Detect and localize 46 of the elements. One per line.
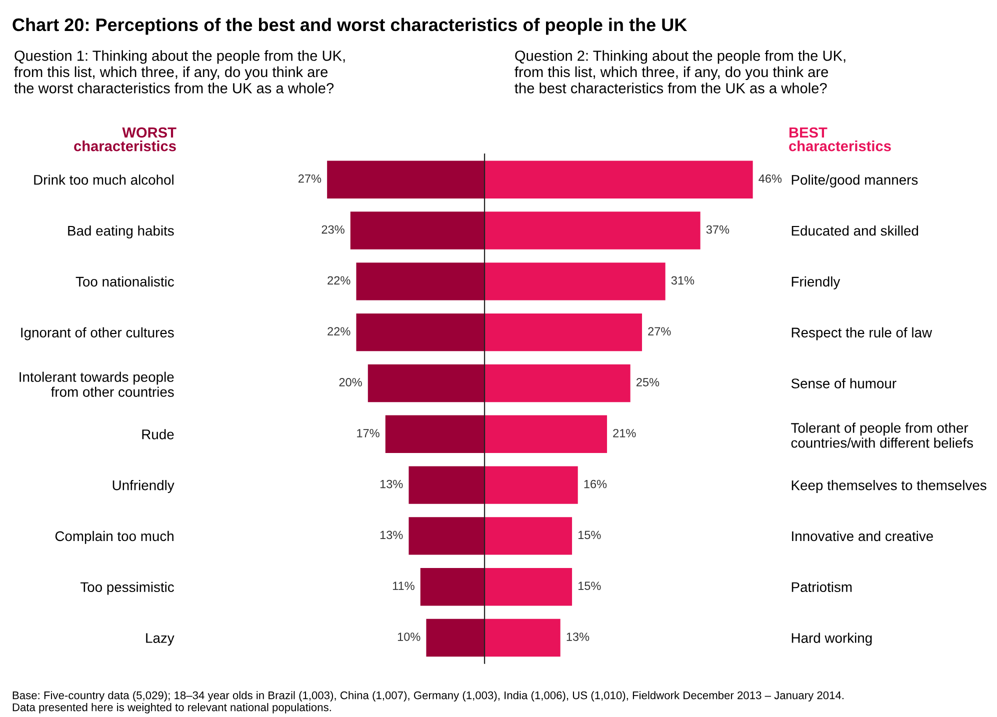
text: WORST characteristics xyxy=(74,127,176,152)
data-label: 20% xyxy=(339,378,362,386)
category-label: Respect the rule of law xyxy=(792,327,932,340)
data-label: 13% xyxy=(380,530,403,540)
category-label: Polite/good manners xyxy=(792,174,918,188)
data-label: 11% xyxy=(392,582,414,590)
category-label: Drink too much alcohol xyxy=(34,174,174,185)
data-label: 17% xyxy=(357,429,380,438)
category-label: Innovative and creative xyxy=(792,530,933,542)
chart-title: Chart 20: Perceptions of the best and worst characteristics of people in the UK xyxy=(12,18,688,35)
category-label: Complain too much xyxy=(55,530,174,544)
data-label: 37% xyxy=(706,225,730,234)
category-label: Friendly xyxy=(792,276,840,290)
category-label: Tolerant of people from other countries/with different beliefs xyxy=(791,422,973,448)
category-label: Lazy xyxy=(146,633,174,646)
category-label: Rude xyxy=(142,429,174,440)
category-label: Too pessimistic xyxy=(80,582,174,595)
data-label: 25% xyxy=(636,378,660,386)
data-label: 23% xyxy=(322,225,344,234)
chart-subtitle: Question 2: Thinking about the people from the UK, from this list, which three, if any, do you think are the best characteristics from the UK as a whole? xyxy=(514,50,846,94)
data-label: 27% xyxy=(648,327,671,336)
data-label: 22% xyxy=(328,276,350,285)
category-label: Ignorant of other cultures xyxy=(21,327,174,340)
category-label: Hard working xyxy=(792,632,872,646)
data-label: 31% xyxy=(671,276,694,285)
data-label: 13% xyxy=(380,480,403,488)
text: BEST characteristics xyxy=(789,127,891,152)
data-label: 22% xyxy=(328,327,350,336)
data-label: 15% xyxy=(578,582,601,590)
data-label: 27% xyxy=(298,174,322,183)
data-label: 15% xyxy=(578,530,601,540)
category-label: Educated and skilled xyxy=(792,225,918,236)
data-label: 46% xyxy=(758,174,782,183)
category-label: Unfriendly xyxy=(112,480,174,493)
category-label: Sense of humour xyxy=(791,378,896,388)
text: Question 1: Thinking about the people from the UK, from this list, which three, if any, do you think are the worst characteristics from the UK as a whole? xyxy=(14,50,345,94)
data-label: 21% xyxy=(613,428,636,438)
category-label: Intolerant towards people from other countries xyxy=(20,372,174,397)
category-label: Too nationalistic xyxy=(76,276,174,287)
data-label: 10% xyxy=(398,632,420,641)
data-label: 13% xyxy=(566,632,590,641)
category-label: Bad eating habits xyxy=(68,225,174,238)
data-label: 16% xyxy=(584,480,607,488)
category-label: Keep themselves to themselves xyxy=(792,480,986,493)
category-label: Patriotism xyxy=(792,582,852,592)
text: Base: Five-country data (5,029); 18–34 year olds in Brazil (1,003), China (1,007), Germany (1,003), India (1,006), US (1,010), Fieldwork December 2013 – January 2014. Data presented here is weighted to relevant national populations. xyxy=(12,691,844,714)
